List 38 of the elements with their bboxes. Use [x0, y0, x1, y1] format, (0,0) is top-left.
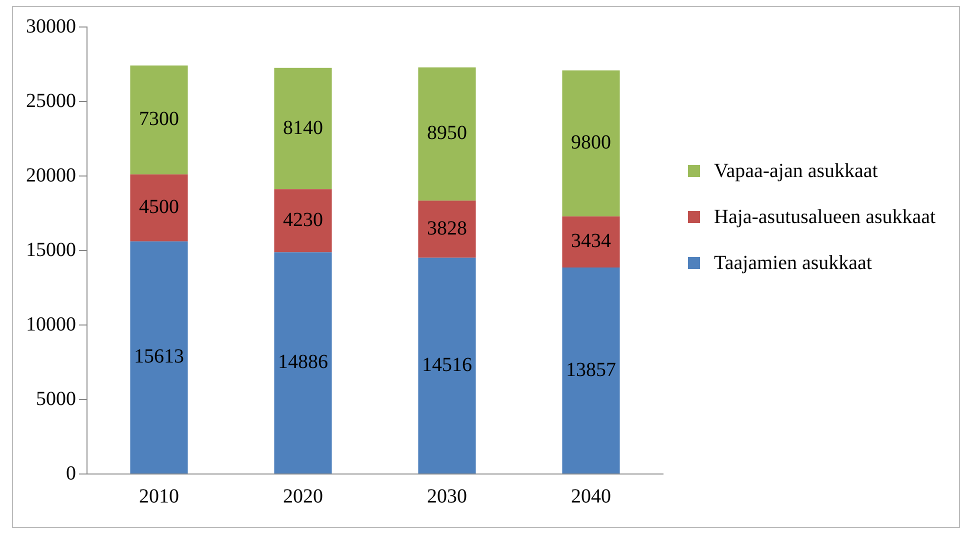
y-tick-label: 5000: [36, 388, 76, 410]
legend-label: Haja-asutusalueen asukkaat: [714, 205, 936, 230]
x-tick-label: 2040: [571, 485, 611, 508]
data-label: 8950: [427, 122, 467, 144]
data-label: 15613: [134, 346, 184, 368]
bar: [274, 189, 332, 252]
data-label: 3434: [571, 230, 611, 252]
bar: [562, 70, 620, 216]
data-label: 13857: [566, 358, 616, 381]
bar: [274, 252, 332, 474]
x-tick-label: 2030: [427, 485, 467, 508]
bar: [562, 216, 620, 268]
legend-label: Taajamien asukkaat: [714, 251, 872, 276]
data-label: 3828: [427, 217, 467, 240]
data-label: 9800: [571, 132, 611, 154]
bar: [130, 174, 188, 242]
legend-label: Vapaa-ajan asukkaat: [714, 159, 878, 184]
data-label: 7300: [139, 108, 179, 130]
y-tick-label: 30000: [26, 15, 76, 38]
y-tick-label: 20000: [26, 164, 76, 186]
bar: [418, 200, 476, 258]
y-tick-label: 15000: [26, 238, 76, 261]
x-tick-label: 2010: [139, 485, 179, 508]
y-tick-label: 25000: [26, 90, 76, 112]
bar: [130, 66, 188, 174]
data-label: 14516: [422, 354, 472, 376]
bar: [274, 68, 332, 190]
data-label: 8140: [283, 116, 323, 139]
bar: [562, 268, 620, 474]
y-tick-label: 0: [66, 462, 76, 484]
bar: [418, 67, 476, 201]
data-label: 14886: [278, 351, 328, 374]
x-tick-label: 2020: [283, 485, 323, 508]
bar: [130, 241, 188, 474]
data-label: 4500: [139, 196, 179, 218]
y-tick-label: 10000: [26, 313, 76, 336]
bar: [418, 258, 476, 474]
data-label: 4230: [283, 208, 323, 231]
